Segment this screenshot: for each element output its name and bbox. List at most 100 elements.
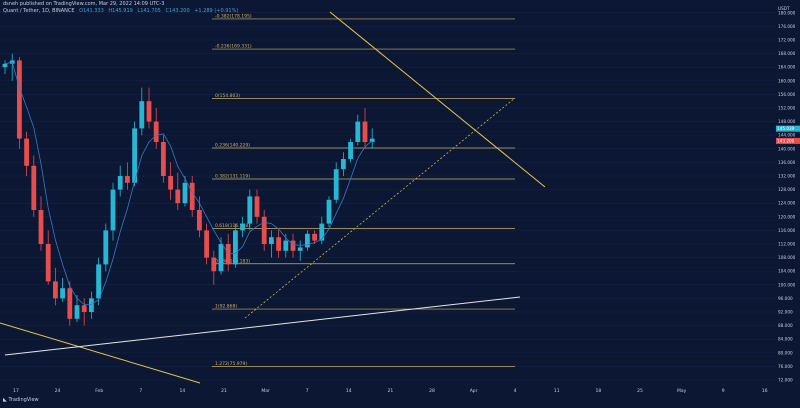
- price-tick-label: 164.000: [778, 65, 796, 70]
- candle-body: [211, 257, 217, 272]
- candle-body: [182, 182, 188, 204]
- time-tick-label: 7: [306, 388, 309, 394]
- candle-body: [38, 210, 44, 244]
- candle-body: [146, 101, 152, 122]
- ohlc-close: C143.200: [165, 8, 190, 14]
- candle: [38, 196, 44, 251]
- candle-body: [261, 216, 267, 244]
- support-line: [4, 296, 521, 356]
- candle-body: [96, 264, 101, 299]
- candle-body: [53, 281, 58, 299]
- candle-body: [276, 237, 281, 251]
- candle: [269, 230, 274, 258]
- price-axis-bg: [776, 0, 800, 404]
- candle: [60, 278, 65, 302]
- candle: [290, 233, 296, 258]
- candle: [312, 230, 317, 244]
- price-tick-label: 148.000: [778, 119, 796, 124]
- price-tick-label: 128.000: [778, 187, 796, 192]
- time-tick-label: 24: [55, 388, 61, 394]
- ohlc-low: L141.705: [137, 8, 161, 14]
- candle: [81, 298, 87, 326]
- grid-lines: [0, 12, 776, 381]
- candle-body: [168, 176, 173, 190]
- time-tick-label: 28: [429, 388, 435, 394]
- candle: [355, 114, 361, 146]
- time-tick-label: 17: [13, 388, 19, 394]
- candle: [305, 230, 310, 251]
- candle: [218, 237, 224, 275]
- time-tick-label: 21: [221, 388, 227, 394]
- time-tick-label: 7: [139, 388, 142, 394]
- candle: [168, 162, 173, 200]
- price-tick-label: 124.000: [778, 201, 796, 206]
- price-axis: 180.000 176.000 172.000 168.000 164.000 160.0…: [776, 0, 800, 404]
- moving-average-line: [4, 61, 373, 305]
- current-price-badge: [776, 125, 800, 132]
- price-tick-label: 168.000: [778, 51, 796, 56]
- candle: [24, 131, 29, 176]
- candle-body: [24, 138, 29, 166]
- fib-level-label: 0.236(140.229): [215, 143, 250, 149]
- fib-level-label: 0.618(116.528): [215, 223, 250, 229]
- candles: [2, 53, 375, 326]
- candle-body: [333, 169, 339, 200]
- current-price-label: 143.200: [777, 138, 795, 143]
- symbol-legend: Quant / Tether, 1D, BINANCE O141.333 H14…: [3, 8, 241, 14]
- candle-body: [197, 210, 202, 231]
- price-tick-label: 160.000: [778, 78, 796, 83]
- candle-body: [110, 189, 116, 231]
- symbol-name[interactable]: Quant / Tether, 1D, BINANCE: [3, 8, 75, 14]
- candle-body: [161, 142, 166, 176]
- fib-level-label: -0.236(169.331): [215, 44, 252, 50]
- candle: [240, 216, 245, 238]
- candle-body: [132, 128, 137, 183]
- candle-body: [103, 230, 109, 265]
- time-tick-label: 16: [762, 388, 768, 394]
- time-tick-label: 14: [180, 388, 186, 394]
- candle-body: [369, 138, 375, 142]
- time-axis: 1724Feb71421Mar7142128Apr4111825May91623: [0, 386, 800, 404]
- candle-body: [233, 230, 238, 265]
- current-price-badge: [776, 137, 800, 144]
- candle-body: [355, 121, 361, 142]
- candle-body: [297, 247, 303, 251]
- tradingview-brand: ◣ TradingView: [3, 397, 39, 403]
- price-tick-label: 92.000: [778, 310, 793, 315]
- time-tick-label: Apr: [470, 388, 478, 394]
- price-tick-label: 176.000: [778, 24, 796, 29]
- candle-body: [305, 233, 310, 248]
- candle: [53, 267, 58, 306]
- candle-body: [269, 237, 274, 244]
- candle: [67, 281, 73, 326]
- candle-body: [225, 244, 231, 265]
- fib-level-label: 1.272(75.979): [215, 361, 247, 367]
- brand-label: TradingView: [8, 397, 39, 403]
- candle: [117, 165, 123, 197]
- candle-body: [117, 176, 123, 190]
- candle-body: [139, 101, 145, 129]
- price-tick-label: 144.000: [778, 133, 796, 138]
- candle-body: [125, 176, 130, 183]
- candle: [153, 108, 159, 149]
- candle: [297, 240, 303, 261]
- candle-body: [74, 305, 80, 319]
- price-tick-label: 136.000: [778, 160, 796, 165]
- candle: [139, 87, 145, 136]
- candle-body: [204, 230, 209, 258]
- candle: [175, 172, 181, 210]
- candle: [261, 210, 267, 251]
- candle-body: [67, 288, 73, 319]
- candle: [17, 57, 22, 149]
- price-tick-label: 112.000: [778, 242, 796, 247]
- candle: [132, 121, 137, 187]
- price-tick-label: 180.000: [778, 10, 796, 15]
- candle: [182, 176, 188, 207]
- candle: [204, 223, 209, 265]
- candle-body: [319, 223, 325, 241]
- time-tick-label: 18: [596, 388, 602, 394]
- candle-body: [45, 244, 51, 282]
- candle: [74, 295, 80, 323]
